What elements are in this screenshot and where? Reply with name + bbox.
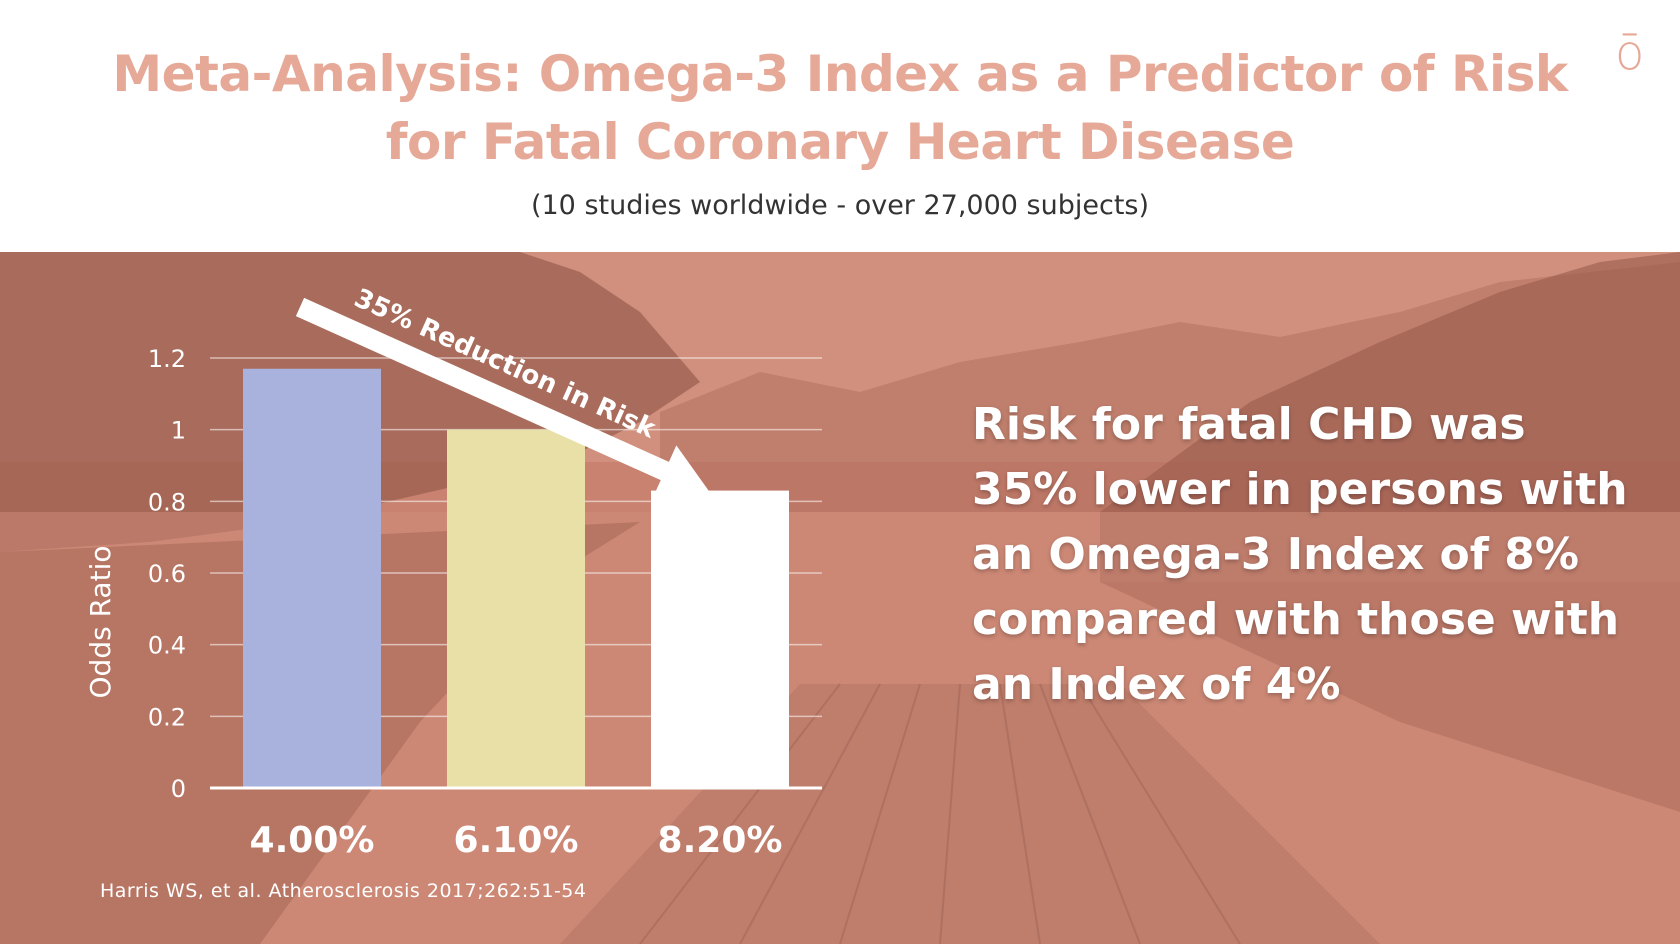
y-axis-ticks: 0 0.2 0.4 0.6 0.8 1 1.2	[148, 345, 186, 803]
y-tick-label: 1.2	[148, 345, 186, 373]
chart-bars	[243, 368, 789, 788]
y-tick-label: 0.4	[148, 632, 186, 660]
reduction-arrow-icon	[295, 297, 709, 497]
y-tick-label: 1	[171, 417, 186, 445]
callout-line-5: an Index of 4%	[972, 659, 1341, 710]
y-tick-label: 0.2	[148, 703, 186, 731]
x-tick-label: 4.00%	[250, 820, 375, 861]
reduction-arrow-label: 35% Reduction in Risk	[350, 283, 661, 444]
y-tick-label: 0.6	[148, 560, 186, 588]
bar-2	[447, 429, 585, 788]
x-axis-labels: 4.00% 6.10% 8.20%	[250, 820, 783, 861]
callout-text: Risk for fatal CHD was 35% lower in pers…	[972, 392, 1662, 717]
pier-planks	[639, 683, 1241, 944]
callout-line-4: compared with those with	[972, 594, 1620, 645]
bar-1	[243, 368, 381, 788]
y-tick-label: 0	[171, 775, 186, 803]
slide-header: Meta-Analysis: Omega-3 Index as a Predic…	[0, 0, 1680, 252]
callout-line-3: an Omega-3 Index of 8%	[972, 529, 1579, 580]
citation-text: Harris WS, et al. Atherosclerosis 2017;2…	[100, 880, 587, 902]
right-reflection	[1100, 582, 1680, 812]
slide-title: Meta-Analysis: Omega-3 Index as a Predic…	[90, 40, 1590, 176]
x-tick-label: 6.10%	[454, 820, 579, 861]
y-tick-label: 0.8	[148, 488, 186, 516]
right-mountain	[1100, 252, 1680, 582]
title-line-2: for Fatal Coronary Heart Disease	[385, 113, 1295, 171]
callout-line-1: Risk for fatal CHD was	[972, 399, 1526, 450]
slide-subtitle: (10 studies worldwide - over 27,000 subj…	[530, 190, 1150, 221]
x-tick-label: 8.20%	[658, 820, 783, 861]
y-axis-label: Odds Ratio	[84, 546, 117, 699]
title-line-1: Meta-Analysis: Omega-3 Index as a Predic…	[112, 45, 1568, 103]
callout-line-2: 35% lower in persons with	[972, 464, 1628, 515]
bar-3	[651, 490, 789, 788]
brand-logo-icon: ō	[1615, 25, 1645, 81]
